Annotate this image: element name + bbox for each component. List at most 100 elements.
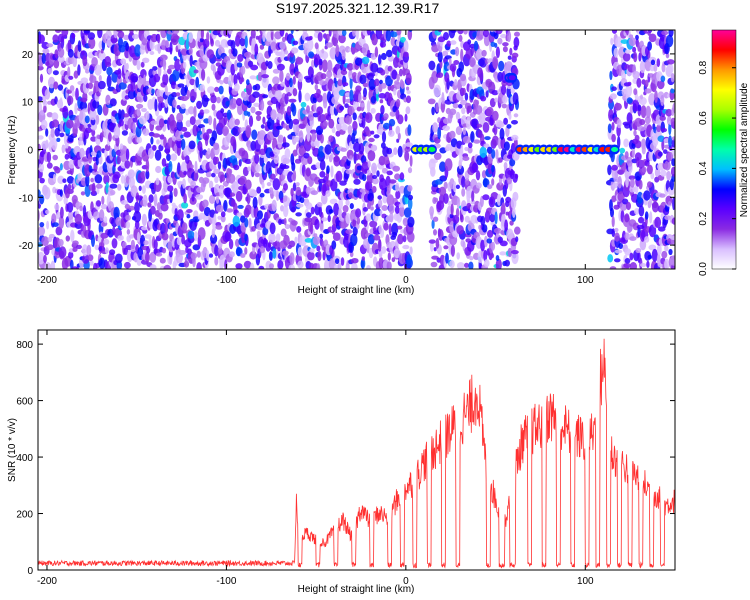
spectrogram-cell	[68, 159, 75, 169]
spectrogram-cell	[399, 172, 405, 181]
spectrogram-cell	[381, 131, 387, 143]
spectrogram-cell	[347, 125, 353, 135]
spectrogram-cell	[670, 166, 675, 177]
spectrogram-cell	[45, 128, 49, 137]
spectrogram-cell	[482, 122, 490, 133]
spectrogram-cell	[233, 164, 240, 171]
spectrogram-cell	[67, 39, 72, 52]
spectrogram-cell	[299, 235, 307, 247]
spectrogram-cell	[187, 230, 195, 239]
spectrogram-cell	[376, 170, 380, 177]
spectrogram-cell	[135, 195, 144, 201]
spectrogram-cell	[164, 24, 172, 28]
spectrogram-cell	[127, 169, 135, 179]
spectrogram-cell	[70, 259, 74, 269]
spectrogram-cell	[114, 253, 123, 264]
spectrogram-cell	[629, 105, 634, 114]
spectrogram-cell	[163, 70, 168, 75]
spectrogram-cell	[183, 170, 188, 176]
spectrogram-cell	[105, 247, 109, 254]
spectrogram-cell	[346, 63, 354, 71]
spectrogram-cell	[53, 166, 59, 171]
spectrogram-cell	[279, 69, 284, 83]
spectrogram-cell	[370, 62, 379, 73]
spectrogram-cell	[486, 106, 494, 117]
spectrogram-cell	[460, 144, 464, 157]
spectrogram-cell	[196, 100, 203, 109]
spectrogram-cell	[670, 88, 675, 94]
spectrogram-cell	[399, 206, 405, 218]
spectrogram-cell	[338, 89, 346, 97]
spectrogram-cell	[483, 35, 490, 47]
spectrogram-cell	[120, 175, 125, 184]
spectrogram-cell	[199, 30, 201, 31]
spectrogram-cell	[512, 206, 516, 218]
spectrogram-x-tick-label: -200	[37, 275, 57, 286]
spectrogram-cell	[633, 88, 638, 96]
spectrogram-cell	[118, 44, 126, 53]
spectrogram-cell	[113, 171, 121, 179]
spectrogram-cell	[91, 182, 96, 195]
spectrogram-cell	[38, 34, 45, 44]
spectrogram-cell	[210, 234, 218, 244]
spectrogram-cell	[444, 72, 450, 83]
spectrogram-cell	[340, 69, 348, 76]
spectrogram-cell	[252, 196, 258, 209]
spectrogram-cell	[159, 54, 168, 61]
spectrogram-cell	[456, 252, 461, 260]
spectrogram-cell	[342, 93, 346, 105]
spectrogram-cell	[636, 77, 642, 88]
spectrogram-cell	[125, 214, 131, 221]
spectrogram-cell	[122, 241, 127, 249]
spectrogram-cell	[189, 54, 193, 67]
spectrogram-cell	[98, 51, 106, 61]
spectrogram-cell	[67, 48, 74, 58]
spectrogram-cell	[259, 246, 266, 254]
spectrogram-cell	[118, 109, 122, 120]
spectrogram-cell	[449, 108, 457, 116]
spectrogram-cell	[375, 86, 379, 95]
spectrogram-cell	[632, 71, 640, 79]
spectrogram-cell	[79, 147, 85, 159]
spectrogram-cell	[128, 32, 135, 42]
spectrogram-cell	[427, 98, 436, 105]
spectrogram-cell	[618, 243, 624, 249]
spectrogram-cell	[511, 52, 519, 58]
spectrogram-cell	[437, 30, 443, 33]
spectrogram-cell	[108, 132, 112, 142]
spectrogram-cell	[657, 135, 665, 142]
spectrogram-cell	[463, 30, 468, 35]
spectrogram-cell	[491, 178, 495, 186]
spectrogram-cell	[374, 46, 379, 58]
spectrogram-cell	[50, 22, 56, 27]
spectrogram-cell	[371, 162, 377, 174]
spectrogram-cell	[206, 250, 210, 262]
spectrogram-cell	[257, 210, 263, 220]
spectrogram-cell	[71, 23, 76, 28]
spectrogram-cell	[482, 194, 490, 201]
spectrogram-cell	[288, 240, 296, 248]
spectrogram-cell	[264, 40, 272, 47]
spectrogram-cell	[51, 119, 60, 128]
spectrogram-cell	[305, 186, 311, 195]
spectrogram-cell	[238, 158, 242, 167]
spectrogram-cell	[316, 202, 323, 208]
spectrogram-cell	[462, 156, 470, 161]
spectrogram-cell	[345, 212, 351, 225]
spectrogram-cell	[405, 72, 412, 85]
spectrogram-cell	[210, 94, 217, 104]
spectrogram-cell	[407, 185, 413, 192]
spectrogram-cell	[47, 68, 53, 74]
spectrogram-cell	[395, 125, 401, 135]
spectrogram-cell	[349, 203, 354, 210]
spectrogram-cell	[223, 199, 228, 212]
spectrogram-cell	[304, 92, 311, 102]
spectrogram-cell	[244, 35, 248, 49]
spectrogram-cell	[671, 217, 675, 225]
spectrogram-cell	[359, 74, 367, 85]
spectrogram-cell	[638, 216, 645, 224]
spectrogram-cell	[142, 194, 148, 207]
spectrogram-cell	[388, 204, 395, 214]
spectrogram-cell	[43, 104, 47, 113]
spectrogram-y-tick-label: -20	[19, 241, 34, 252]
